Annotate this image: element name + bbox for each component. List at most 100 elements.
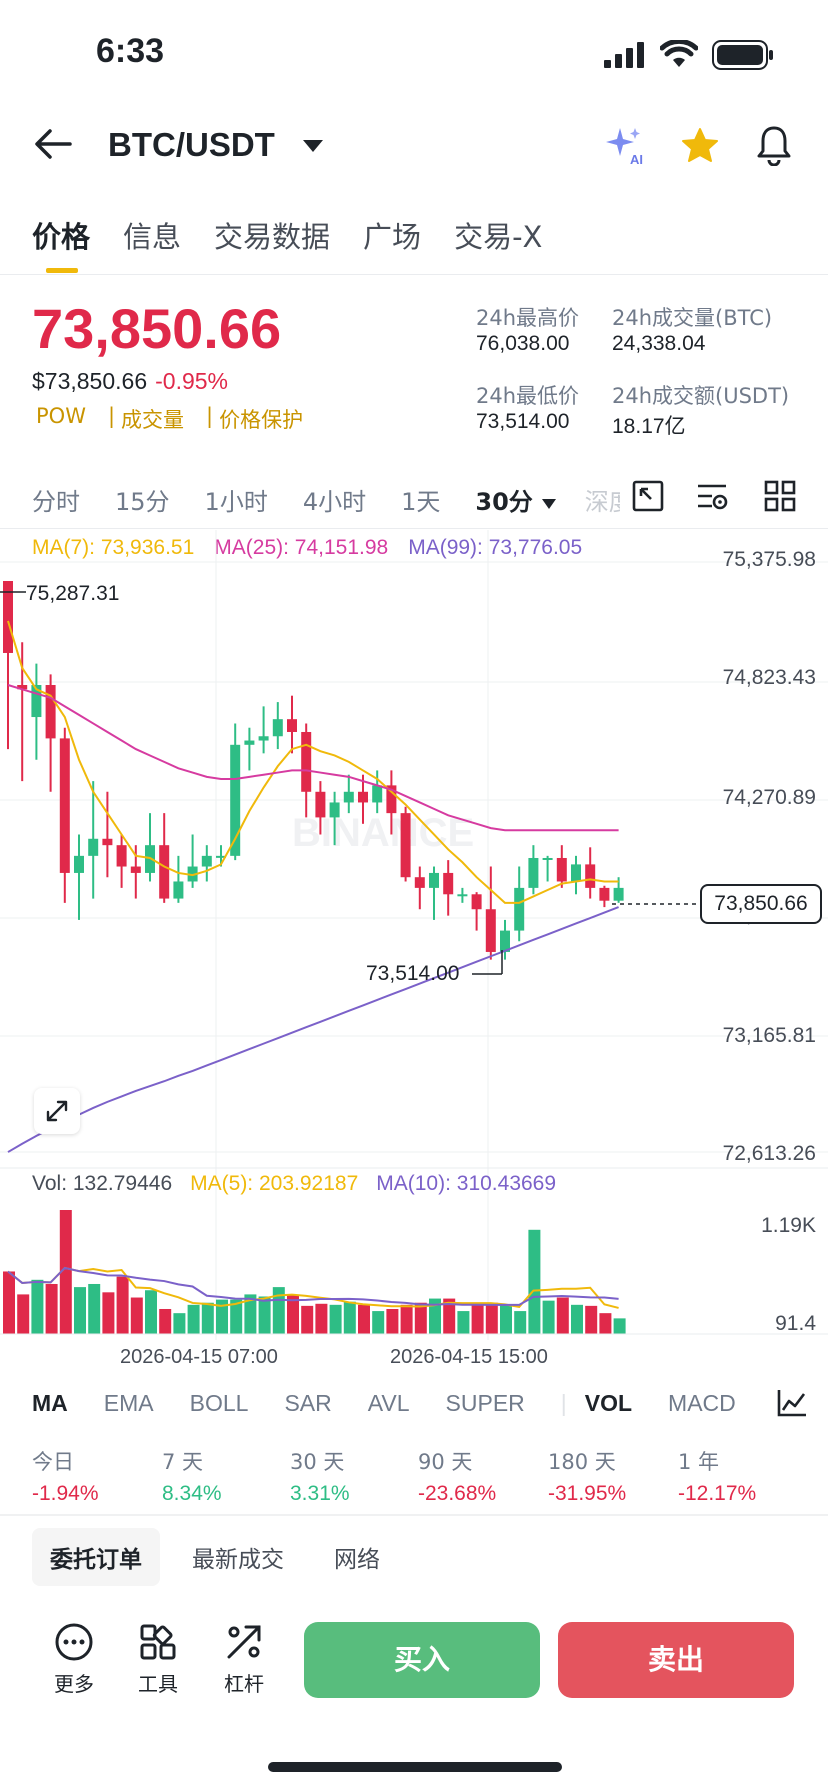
candle-up bbox=[500, 930, 510, 952]
tab-latest-trades[interactable]: 最新成交 bbox=[192, 1547, 284, 1573]
volume-bar-up bbox=[528, 1229, 541, 1334]
tab-trading-data[interactable]: 交易数据 bbox=[214, 220, 331, 254]
tab-open-orders[interactable]: 委托订单 bbox=[32, 1528, 160, 1586]
tab-bar: 价格 信息 交易数据 广场 交易-X bbox=[32, 214, 575, 256]
indicator-avl[interactable]: AVL bbox=[367, 1390, 410, 1416]
pair-title[interactable]: BTC/USDT bbox=[108, 126, 275, 163]
candle-up bbox=[542, 857, 553, 860]
tools-button[interactable]: 工具 bbox=[128, 1622, 188, 1697]
more-button[interactable]: 更多 bbox=[44, 1622, 104, 1697]
perf-label: 90 天 bbox=[418, 1450, 473, 1474]
sell-button[interactable]: 卖出 bbox=[558, 1622, 794, 1698]
interval-15m[interactable]: 15分 bbox=[115, 488, 170, 516]
volume-bar-up bbox=[272, 1287, 285, 1334]
more-dots-icon bbox=[55, 1623, 93, 1661]
stat-vol-usdt-value: 18.17亿 bbox=[612, 415, 686, 438]
indicator-sar[interactable]: SAR bbox=[284, 1390, 332, 1416]
indicator-ma[interactable]: MA bbox=[32, 1390, 68, 1416]
candle-down bbox=[315, 791, 326, 818]
tools-label: 工具 bbox=[138, 1672, 178, 1696]
tab-network[interactable]: 网络 bbox=[334, 1547, 380, 1573]
indicator-vol[interactable]: VOL bbox=[584, 1390, 633, 1416]
candle-up bbox=[88, 838, 99, 856]
fullscreen-icon[interactable] bbox=[632, 480, 664, 516]
back-arrow-icon[interactable] bbox=[34, 128, 72, 164]
expand-chart-button[interactable] bbox=[34, 1088, 80, 1134]
bell-icon[interactable] bbox=[755, 124, 793, 170]
price-change: -0.95% bbox=[155, 368, 228, 394]
leverage-button[interactable]: 杠杆 bbox=[214, 1622, 274, 1697]
favorite-star-icon[interactable] bbox=[680, 126, 720, 170]
candle-down bbox=[471, 894, 482, 910]
indicator-macd[interactable]: MACD bbox=[668, 1390, 736, 1416]
grid-layout-icon[interactable] bbox=[764, 480, 796, 516]
indicator-settings bbox=[756, 1380, 828, 1426]
chart-settings-icon[interactable] bbox=[696, 480, 728, 516]
interval-1h[interactable]: 1小时 bbox=[204, 488, 268, 516]
ai-sparkle-icon[interactable]: AI bbox=[604, 124, 646, 170]
candle-up bbox=[528, 857, 539, 888]
candle-up bbox=[343, 791, 354, 803]
volume-bar-up bbox=[145, 1290, 157, 1334]
tag-pow[interactable]: POW bbox=[36, 404, 86, 428]
last-price: 73,850.66 bbox=[32, 297, 282, 360]
buy-button[interactable]: 买入 bbox=[304, 1622, 540, 1698]
more-label: 更多 bbox=[54, 1672, 94, 1696]
tab-square[interactable]: 广场 bbox=[363, 220, 422, 254]
indicator-super[interactable]: SUPER bbox=[445, 1390, 525, 1416]
indicator-chart-icon[interactable] bbox=[776, 1388, 808, 1422]
candle-up bbox=[201, 855, 212, 867]
stat-low-value: 73,514.00 bbox=[476, 410, 570, 433]
volume-bar-up bbox=[258, 1296, 271, 1334]
volume-bar-down bbox=[45, 1283, 58, 1334]
indicator-ema[interactable]: EMA bbox=[103, 1390, 154, 1416]
volume-bar-down bbox=[301, 1305, 314, 1334]
interval-1d[interactable]: 1天 bbox=[401, 488, 441, 516]
y-tick: 75,375.98 bbox=[722, 548, 816, 571]
tag-price-protection[interactable]: 价格保护 bbox=[219, 408, 304, 432]
tag-volume[interactable]: 成交量 bbox=[121, 408, 185, 432]
ma7-line bbox=[7, 620, 619, 904]
volume-bar-up bbox=[74, 1287, 86, 1334]
volume-bar-down bbox=[386, 1308, 399, 1334]
candlestick-chart[interactable]: BINANCE bbox=[0, 530, 828, 1380]
perf-label: 30 天 bbox=[290, 1450, 345, 1474]
volume-bar-down bbox=[159, 1308, 172, 1334]
candle-down bbox=[585, 864, 596, 888]
stat-vol-usdt-label: 24h成交额(USDT) bbox=[612, 384, 790, 408]
vol-ma5-line bbox=[7, 1266, 619, 1309]
volume-bar-up bbox=[173, 1313, 186, 1334]
interval-bar: 分时 15分 1小时 4小时 1天 30分 深度 bbox=[32, 482, 668, 517]
vol-y-tick: 91.4 bbox=[775, 1312, 816, 1335]
pair-dropdown-icon[interactable] bbox=[302, 138, 324, 157]
volume-bar-down bbox=[116, 1276, 129, 1334]
volume-bar-down bbox=[485, 1302, 498, 1334]
interval-dropdown-icon[interactable] bbox=[541, 488, 557, 517]
ma25-value: MA(25): 74,151.98 bbox=[214, 536, 389, 559]
volume-bar-up bbox=[31, 1279, 44, 1334]
volume-bar-down bbox=[358, 1304, 370, 1334]
divider bbox=[0, 1514, 828, 1516]
perf-value: 3.31% bbox=[290, 1482, 350, 1505]
indicator-bar: MA EMA BOLL SAR AVL SUPER | VOL MACD bbox=[32, 1390, 736, 1417]
perf-value: -31.95% bbox=[548, 1482, 627, 1505]
tab-price[interactable]: 价格 bbox=[32, 220, 91, 254]
volume-bar-down bbox=[315, 1303, 328, 1334]
perf-label: 180 天 bbox=[548, 1450, 616, 1474]
volume-bar-down bbox=[471, 1304, 484, 1334]
volume-bar-down bbox=[17, 1294, 30, 1334]
tab-info[interactable]: 信息 bbox=[123, 220, 182, 254]
vol-ma10: MA(10): 310.43669 bbox=[376, 1172, 557, 1195]
volume-bar-down bbox=[287, 1295, 299, 1334]
interval-4h[interactable]: 4小时 bbox=[302, 488, 367, 516]
tab-active-indicator bbox=[46, 268, 78, 273]
indicator-boll[interactable]: BOLL bbox=[189, 1390, 249, 1416]
vol-value: Vol: 132.79446 bbox=[32, 1172, 173, 1195]
perf-label: 7 天 bbox=[162, 1450, 204, 1474]
interval-line[interactable]: 分时 bbox=[32, 488, 80, 516]
volume-bar-up bbox=[542, 1300, 555, 1334]
interval-30m[interactable]: 30分 bbox=[475, 488, 533, 516]
tab-trade-x[interactable]: 交易-X bbox=[454, 220, 543, 254]
candle-down bbox=[599, 887, 610, 901]
perf-value: -23.68% bbox=[418, 1482, 497, 1505]
